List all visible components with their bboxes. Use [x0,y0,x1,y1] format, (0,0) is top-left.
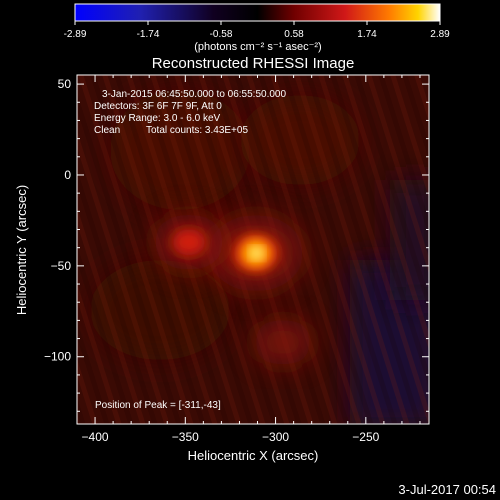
stripe [258,75,374,424]
annotation-energy: Energy Range: 3.0 - 6.0 keV [94,113,221,124]
stripe [77,244,134,424]
stripe [282,75,398,424]
bg-patch [110,90,250,210]
stripe [90,75,206,424]
x-tick-label: −300 [262,430,289,444]
colorbar-tick-label: -0.58 [210,29,233,40]
source-halo [253,319,312,366]
colorbar: -2.89 -1.74 -0.58 0.58 1.74 2.89 (photons cm⁻… [64,3,450,53]
stripe [342,75,429,351]
annotation-counts: Total counts: 3.43E+05 [146,125,248,136]
x-axis: −400 −350 −300 −250 [82,75,421,444]
stripe [484,60,500,440]
stripe [460,60,500,440]
stripe [306,75,422,424]
stripe [330,75,429,389]
colorbar-tick-label: 1.74 [357,29,377,40]
stripe [0,60,64,440]
stripe [378,75,429,237]
source [207,214,304,292]
source [253,319,312,366]
stripe [0,60,76,440]
chart-title: Reconstructed RHESSI Image [152,55,355,72]
stripe [270,75,386,424]
annotation-peak-position: Position of Peak = [-311,-43] [95,400,221,411]
dark-region-2 [390,180,429,300]
stripe [318,75,429,424]
stripe [496,60,500,440]
stripe [436,60,500,440]
stripe [294,75,410,424]
stripe [77,206,146,424]
footer-date: 3-Jul-2017 00:54 [398,482,496,497]
bg-patch [90,260,230,360]
stripe [448,60,500,440]
source [153,214,225,271]
stripe [0,60,4,440]
colorbar-gradient [74,3,441,22]
bg-patch [240,95,360,185]
stripe [402,75,429,161]
source-body [172,229,206,256]
colorbar-tick-label: 2.89 [430,29,450,40]
y-tick-label: 50 [58,77,72,91]
y-axis-label: Heliocentric Y (arcsec) [14,185,29,315]
stripe [472,60,500,440]
y-tick-label: −100 [44,350,71,364]
y-tick-label: 0 [64,168,71,182]
colorbar-tick-label: -2.89 [64,29,87,40]
colorbar-tick-label: 0.58 [284,29,304,40]
stripe [390,75,429,199]
sources [153,214,312,366]
annotation-clean: Clean [94,125,120,136]
stripe-texture [0,60,500,440]
stripe [77,168,158,424]
plot-area [0,60,500,440]
x-tick-label: −250 [352,430,379,444]
x-axis-label: Heliocentric X (arcsec) [188,448,319,463]
colorbar-tick-label: -1.74 [137,29,160,40]
stripe [426,75,429,85]
stripe [77,358,98,424]
y-axis: 50 0 −50 −100 [44,77,429,412]
y-tick-label: −50 [51,259,72,273]
stripe [246,75,362,424]
stripe [77,320,110,424]
plot-frame [76,74,430,425]
x-tick-label: −400 [82,430,109,444]
stripe [354,75,429,313]
colorbar-unit: (photons cm⁻² s⁻¹ asec⁻²) [194,41,321,53]
annotation-time: 3-Jan-2015 06:45:50.000 to 06:55:50.000 [102,89,286,100]
x-tick-label: −350 [172,430,199,444]
stripe [77,92,182,424]
stripe [78,75,194,424]
source-peak [251,248,262,258]
stripe [77,130,170,424]
stripe [77,282,122,424]
annotation-detectors: Detectors: 3F 6F 7F 9F, Att 0 [94,101,222,112]
stripe [366,75,429,275]
